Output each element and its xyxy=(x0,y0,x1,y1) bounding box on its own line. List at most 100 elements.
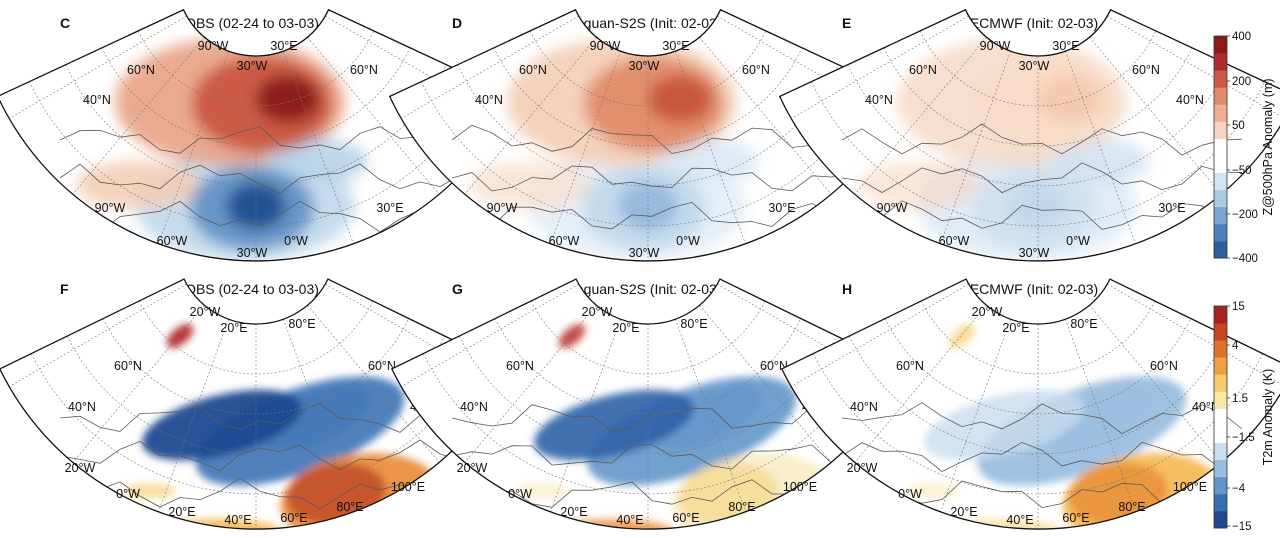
panel-letter: F xyxy=(60,281,69,297)
coordinate-label: 100°E xyxy=(783,480,817,494)
colorbar-segment xyxy=(1214,87,1227,105)
colorbar-segment xyxy=(1214,206,1227,225)
coordinate-label: 60°N xyxy=(760,359,788,373)
colorbar-tick-label: −15 xyxy=(1232,521,1252,533)
colorbar-segment xyxy=(1214,223,1227,242)
colorbar-segment xyxy=(1214,172,1227,191)
coordinate-label: 60°N xyxy=(114,359,142,373)
coordinate-label: 60°E xyxy=(280,511,307,525)
colorbar-title: T2m Anomaly (K) xyxy=(1261,369,1275,466)
panel-letter: E xyxy=(842,15,851,31)
coordinate-label: 30°W xyxy=(629,246,660,260)
coordinate-label: 30°W xyxy=(237,59,268,73)
coordinate-label: 30°E xyxy=(768,201,795,215)
anomaly-contour xyxy=(1050,139,1150,183)
colorbar-segment xyxy=(1214,104,1227,122)
anomaly-field xyxy=(389,9,907,261)
coordinate-label: 40°N xyxy=(460,400,488,414)
coordinate-label: 80°E xyxy=(336,500,363,514)
panel-d: D Baguan-S2S (Init: 02-03)90°W 30°E30°W60°… xyxy=(388,8,908,262)
anomaly-contour xyxy=(166,324,194,348)
coordinate-label: 60°N xyxy=(350,63,378,77)
coordinate-label: 60°W xyxy=(157,234,188,248)
panel-title: OBS (02-24 to 03-03) xyxy=(185,281,319,297)
panel-title: Baguan-S2S (Init: 02-03) xyxy=(567,15,722,31)
coordinate-label: 0°W xyxy=(676,234,700,248)
panel-letter: H xyxy=(842,281,852,297)
panel-title: OBS (02-24 to 03-03) xyxy=(185,15,319,31)
coordinate-label: 0°W xyxy=(898,487,922,501)
coordinate-label: 60°N xyxy=(896,359,924,373)
colorbars-layer: 400 200 50 −50 −200 −400 Z@500hPa Anomaly (m) 1… xyxy=(1213,31,1275,533)
panel-title: ECMWF (Init: 02-03) xyxy=(970,281,1098,297)
colorbar-tick-label: −1.5 xyxy=(1232,432,1255,444)
coordinate-label: 20°W xyxy=(190,305,221,319)
anomaly-contour xyxy=(924,389,1084,461)
colorbar-tick-label: −400 xyxy=(1232,253,1258,265)
panel-letter: D xyxy=(452,15,462,31)
coordinate-label: 40°N xyxy=(68,400,96,414)
anomaly-contour xyxy=(660,139,760,183)
anomaly-contour xyxy=(948,324,976,348)
coordinate-label: 90°W xyxy=(590,39,621,53)
colorbar-tick-label: 400 xyxy=(1232,31,1251,43)
anomaly-contour xyxy=(534,389,694,461)
coordinate-label: 30°E xyxy=(662,39,689,53)
coordinate-label: 30°E xyxy=(1052,39,1079,53)
anomaly-contour xyxy=(587,376,797,486)
anomaly-field xyxy=(0,9,515,261)
coordinate-label: 20°W xyxy=(457,461,488,475)
colorbar-segment xyxy=(1214,391,1227,409)
colorbar-tick-label: −4 xyxy=(1232,483,1246,495)
coordinate-label: 30°W xyxy=(1019,59,1050,73)
coordinate-label: 60°N xyxy=(742,63,770,77)
colorbar-segment xyxy=(1214,53,1227,71)
colorbar-tick-label: 50 xyxy=(1232,120,1245,132)
coastlines xyxy=(451,124,853,230)
coordinate-label: 30°E xyxy=(1158,201,1185,215)
colorbar-segment xyxy=(1214,340,1227,358)
coastlines xyxy=(59,402,461,510)
panel-title: ECMWF (Init: 02-03) xyxy=(970,15,1098,31)
anomaly-contour xyxy=(124,483,176,499)
anomaly-contour xyxy=(648,75,712,123)
coordinate-label: 0°W xyxy=(508,487,532,501)
colorbar-segment xyxy=(1214,323,1227,341)
coordinate-label: 60°N xyxy=(1150,359,1178,373)
coastlines xyxy=(841,123,1243,230)
colorbar-t2m: 15 4 1.5 −1.5 −4 −15 T2m Anomaly (K) xyxy=(1213,301,1275,533)
map-frame xyxy=(390,278,906,530)
map-frame xyxy=(388,8,908,262)
coordinate-label: 40°N xyxy=(83,93,111,107)
coordinate-label: 30°W xyxy=(1019,246,1050,260)
panel-title: Baguan-S2S (Init: 02-03) xyxy=(567,281,722,297)
colorbar-segment xyxy=(1214,121,1227,139)
colorbar-segment xyxy=(1214,476,1227,495)
anomaly-contour xyxy=(906,483,958,499)
map-frame xyxy=(0,8,516,262)
coordinate-label: 90°W xyxy=(95,201,126,215)
colorbar-tick-label: −50 xyxy=(1232,165,1252,177)
anomaly-contour xyxy=(858,161,982,209)
coordinate-label: 60°W xyxy=(939,234,970,248)
coordinate-label: 60°N xyxy=(1132,63,1160,77)
coordinate-label: 20°E xyxy=(950,505,977,519)
coordinate-label: 90°W xyxy=(487,201,518,215)
coordinate-label: 40°N xyxy=(1192,400,1220,414)
coordinate-label: 80°E xyxy=(680,317,707,331)
coordinate-label: 20°W xyxy=(972,305,1003,319)
coordinate-label: 90°W xyxy=(877,201,908,215)
colorbar-segment xyxy=(1214,240,1227,259)
coordinate-label: 20°E xyxy=(220,321,247,335)
colorbar-title: Z@500hPa Anomaly (m) xyxy=(1261,78,1275,215)
coordinate-label: 30°W xyxy=(629,59,660,73)
colorbar-segment xyxy=(1214,442,1227,461)
colorbar-segment xyxy=(1214,306,1227,324)
colorbar-segment xyxy=(1214,408,1227,426)
colorbar-segment xyxy=(1214,493,1227,512)
coordinate-label: 20°W xyxy=(582,305,613,319)
coordinate-label: 80°E xyxy=(728,500,755,514)
anomaly-contour xyxy=(256,75,320,123)
panel-e: E ECMWF (Init: 02-03)90°W 30°E30°W60°N 60°N… xyxy=(778,8,1280,262)
coordinate-label: 100°E xyxy=(1173,480,1207,494)
